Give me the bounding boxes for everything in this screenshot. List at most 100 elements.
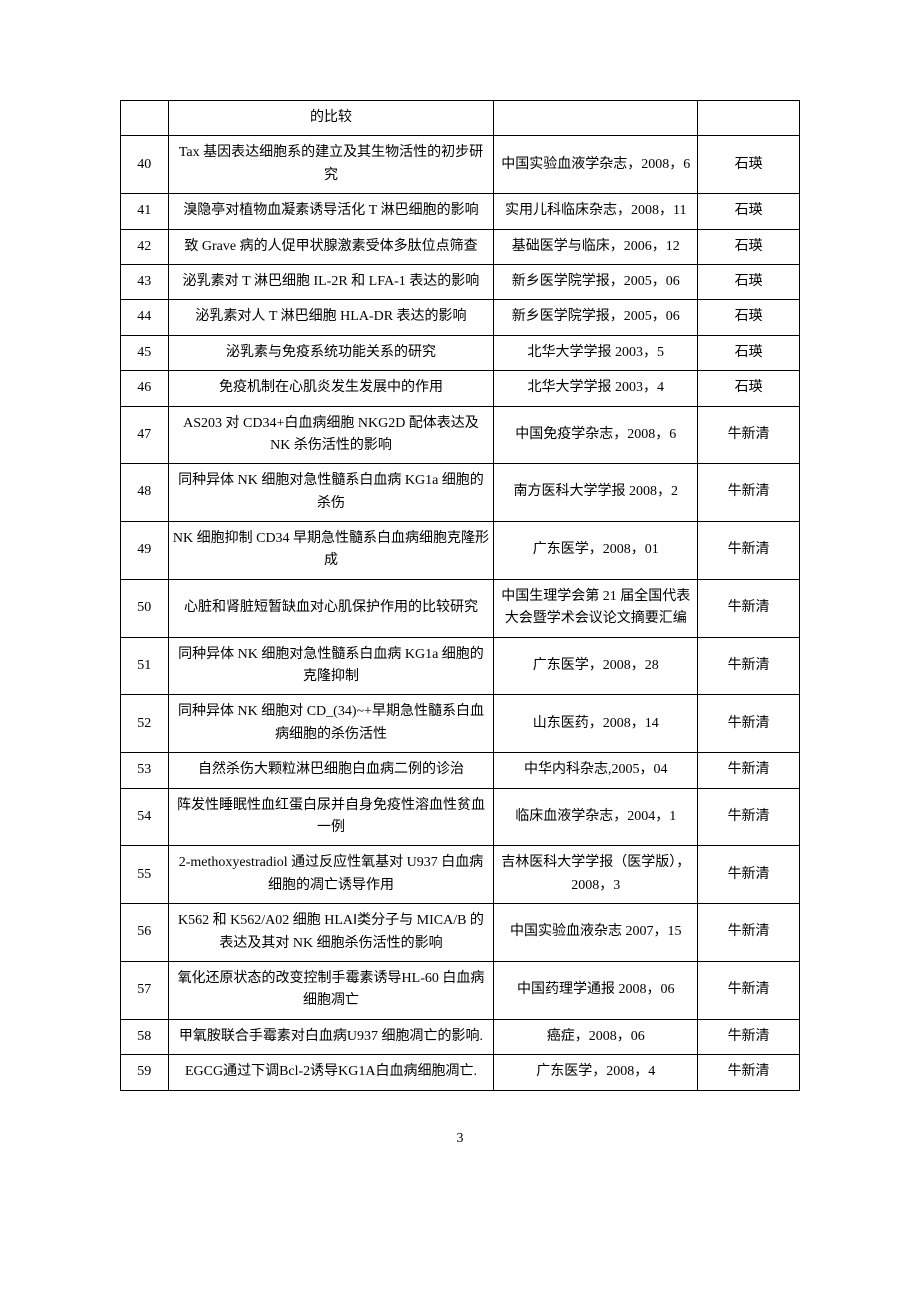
table-row: 59 EGCG通过下调Bcl-2诱导KG1A白血病细胞凋亡. 广东医学，2008… (121, 1055, 800, 1090)
table-row: 50 心脏和肾脏短暂缺血对心肌保护作用的比较研究 中国生理学会第 21 届全国代… (121, 579, 800, 637)
row-title: K562 和 K562/A02 细胞 HLAⅠ类分子与 MICA/B 的表达及其… (168, 904, 494, 962)
row-author: 牛新清 (698, 464, 800, 522)
table-row: 40 Tax 基因表达细胞系的建立及其生物活性的初步研究 中国实验血液学杂志，2… (121, 136, 800, 194)
table-row: 51 同种异体 NK 细胞对急性髓系白血病 KG1a 细胞的克隆抑制 广东医学，… (121, 637, 800, 695)
row-journal: 中国实验血液杂志 2007，15 (494, 904, 698, 962)
row-author: 牛新清 (698, 1019, 800, 1054)
row-journal: 中华内科杂志,2005，04 (494, 753, 698, 788)
row-number: 42 (121, 229, 169, 264)
row-number: 40 (121, 136, 169, 194)
table-row: 43 泌乳素对 T 淋巴细胞 IL-2R 和 LFA-1 表达的影响 新乡医学院… (121, 264, 800, 299)
row-journal: 基础医学与临床，2006，12 (494, 229, 698, 264)
table-row: 53 自然杀伤大颗粒淋巴细胞白血病二例的诊治 中华内科杂志,2005，04 牛新… (121, 753, 800, 788)
row-title: 甲氧胺联合手霉素对白血病U937 细胞凋亡的影响. (168, 1019, 494, 1054)
row-journal: 实用儿科临床杂志，2008，11 (494, 194, 698, 229)
row-title: 泌乳素与免疫系统功能关系的研究 (168, 335, 494, 370)
row-author: 石瑛 (698, 229, 800, 264)
row-title: 泌乳素对人 T 淋巴细胞 HLA-DR 表达的影响 (168, 300, 494, 335)
row-title: 心脏和肾脏短暂缺血对心肌保护作用的比较研究 (168, 579, 494, 637)
row-number: 46 (121, 371, 169, 406)
row-journal: 广东医学，2008，4 (494, 1055, 698, 1090)
row-author: 石瑛 (698, 371, 800, 406)
row-journal: 广东医学，2008，28 (494, 637, 698, 695)
table-row: 55 2-methoxyestradiol 通过反应性氧基对 U937 白血病细… (121, 846, 800, 904)
row-journal: 中国药理学通报 2008，06 (494, 961, 698, 1019)
row-author: 牛新清 (698, 788, 800, 846)
row-number (121, 101, 169, 136)
row-journal: 新乡医学院学报，2005，06 (494, 300, 698, 335)
row-author: 牛新清 (698, 904, 800, 962)
row-author: 石瑛 (698, 335, 800, 370)
row-journal: 南方医科大学学报 2008，2 (494, 464, 698, 522)
table-row: 45 泌乳素与免疫系统功能关系的研究 北华大学学报 2003，5 石瑛 (121, 335, 800, 370)
table-row: 47 AS203 对 CD34+白血病细胞 NKG2D 配体表达及 NK 杀伤活… (121, 406, 800, 464)
row-journal: 中国免疫学杂志，2008，6 (494, 406, 698, 464)
row-number: 49 (121, 522, 169, 580)
row-author: 牛新清 (698, 695, 800, 753)
row-title: 致 Grave 病的人促甲状腺激素受体多肽位点筛查 (168, 229, 494, 264)
row-author: 牛新清 (698, 637, 800, 695)
row-number: 56 (121, 904, 169, 962)
row-title: 免疫机制在心肌炎发生发展中的作用 (168, 371, 494, 406)
row-number: 52 (121, 695, 169, 753)
table-row: 48 同种异体 NK 细胞对急性髓系白血病 KG1a 细胞的杀伤 南方医科大学学… (121, 464, 800, 522)
row-author: 牛新清 (698, 406, 800, 464)
row-title: 同种异体 NK 细胞对急性髓系白血病 KG1a 细胞的杀伤 (168, 464, 494, 522)
row-number: 59 (121, 1055, 169, 1090)
page-number: 3 (120, 1131, 800, 1147)
row-journal: 广东医学，2008，01 (494, 522, 698, 580)
row-title: 同种异体 NK 细胞对急性髓系白血病 KG1a 细胞的克隆抑制 (168, 637, 494, 695)
row-author: 石瑛 (698, 300, 800, 335)
row-title: 阵发性睡眠性血红蛋白尿并自身免疫性溶血性贫血一例 (168, 788, 494, 846)
table-row: 46 免疫机制在心肌炎发生发展中的作用 北华大学学报 2003，4 石瑛 (121, 371, 800, 406)
row-number: 55 (121, 846, 169, 904)
row-title: EGCG通过下调Bcl-2诱导KG1A白血病细胞凋亡. (168, 1055, 494, 1090)
row-number: 50 (121, 579, 169, 637)
row-journal: 癌症，2008，06 (494, 1019, 698, 1054)
table-row: 54 阵发性睡眠性血红蛋白尿并自身免疫性溶血性贫血一例 临床血液学杂志，2004… (121, 788, 800, 846)
row-journal: 吉林医科大学学报（医学版），2008，3 (494, 846, 698, 904)
row-title: Tax 基因表达细胞系的建立及其生物活性的初步研究 (168, 136, 494, 194)
row-journal: 新乡医学院学报，2005，06 (494, 264, 698, 299)
row-title: AS203 对 CD34+白血病细胞 NKG2D 配体表达及 NK 杀伤活性的影… (168, 406, 494, 464)
row-title: NK 细胞抑制 CD34 早期急性髓系白血病细胞克隆形成 (168, 522, 494, 580)
row-number: 41 (121, 194, 169, 229)
row-number: 43 (121, 264, 169, 299)
row-journal: 中国实验血液学杂志，2008，6 (494, 136, 698, 194)
table-row: 52 同种异体 NK 细胞对 CD_(34)~+早期急性髓系白血病细胞的杀伤活性… (121, 695, 800, 753)
row-author: 牛新清 (698, 1055, 800, 1090)
row-number: 44 (121, 300, 169, 335)
row-journal (494, 101, 698, 136)
table-row: 44 泌乳素对人 T 淋巴细胞 HLA-DR 表达的影响 新乡医学院学报，200… (121, 300, 800, 335)
table-row: 57 氧化还原状态的改变控制手霉素诱导HL-60 白血病细胞凋亡 中国药理学通报… (121, 961, 800, 1019)
row-journal: 北华大学学报 2003，5 (494, 335, 698, 370)
row-author: 牛新清 (698, 522, 800, 580)
row-author: 牛新清 (698, 579, 800, 637)
row-number: 54 (121, 788, 169, 846)
table-row: 56 K562 和 K562/A02 细胞 HLAⅠ类分子与 MICA/B 的表… (121, 904, 800, 962)
row-number: 51 (121, 637, 169, 695)
row-number: 45 (121, 335, 169, 370)
row-number: 53 (121, 753, 169, 788)
table-row: 58 甲氧胺联合手霉素对白血病U937 细胞凋亡的影响. 癌症，2008，06 … (121, 1019, 800, 1054)
row-number: 47 (121, 406, 169, 464)
row-author: 石瑛 (698, 264, 800, 299)
row-author: 牛新清 (698, 961, 800, 1019)
row-number: 57 (121, 961, 169, 1019)
row-author (698, 101, 800, 136)
row-title: 泌乳素对 T 淋巴细胞 IL-2R 和 LFA-1 表达的影响 (168, 264, 494, 299)
table-row: 41 溴隐亭对植物血凝素诱导活化 T 淋巴细胞的影响 实用儿科临床杂志，2008… (121, 194, 800, 229)
row-title: 自然杀伤大颗粒淋巴细胞白血病二例的诊治 (168, 753, 494, 788)
publications-table: 的比较 40 Tax 基因表达细胞系的建立及其生物活性的初步研究 中国实验血液学… (120, 100, 800, 1091)
row-number: 58 (121, 1019, 169, 1054)
row-journal: 临床血液学杂志，2004，1 (494, 788, 698, 846)
row-title: 溴隐亭对植物血凝素诱导活化 T 淋巴细胞的影响 (168, 194, 494, 229)
row-author: 牛新清 (698, 846, 800, 904)
row-author: 石瑛 (698, 194, 800, 229)
row-journal: 北华大学学报 2003，4 (494, 371, 698, 406)
row-journal: 中国生理学会第 21 届全国代表大会暨学术会议论文摘要汇编 (494, 579, 698, 637)
table-row: 的比较 (121, 101, 800, 136)
row-title: 的比较 (168, 101, 494, 136)
row-number: 48 (121, 464, 169, 522)
row-author: 牛新清 (698, 753, 800, 788)
